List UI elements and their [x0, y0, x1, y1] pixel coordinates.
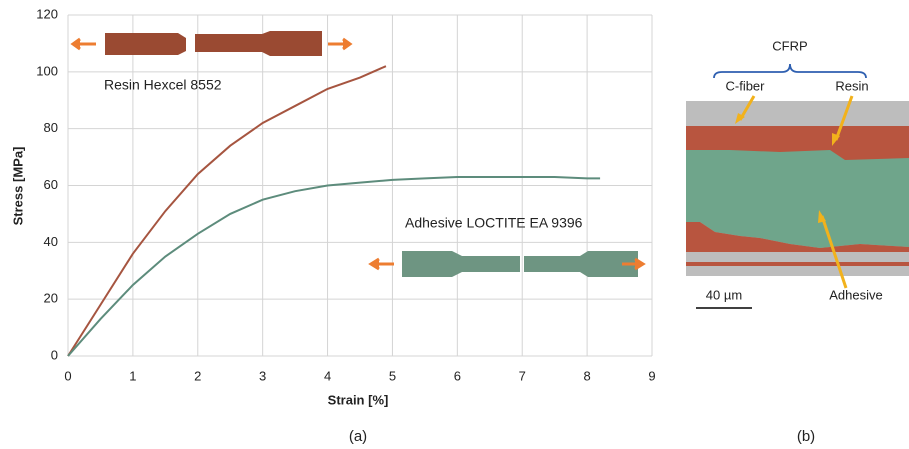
x-tick-label: 6 [454, 368, 461, 383]
adhesive-specimen [368, 251, 646, 277]
series-label: Resin Hexcel 8552 [104, 77, 222, 93]
y-tick-label: 80 [44, 120, 58, 135]
series-line [67, 175, 601, 357]
y-axis-title: Stress [MPa] [10, 147, 25, 226]
y-tick-label: 100 [36, 63, 58, 78]
series-label: Adhesive LOCTITE EA 9396 [405, 215, 583, 231]
y-tick-label: 0 [51, 347, 58, 362]
resin-label: Resin [835, 78, 868, 93]
x-tick-label: 3 [259, 368, 266, 383]
x-tick-label: 9 [648, 368, 655, 383]
y-tick-label: 60 [44, 177, 58, 192]
x-tick-label: 4 [324, 368, 331, 383]
x-tick-label: 8 [583, 368, 590, 383]
x-axis-title: Strain [%] [328, 392, 389, 407]
x-tick-label: 5 [389, 368, 396, 383]
scale-label: 40 µm [706, 287, 742, 302]
group-label: CFRP [772, 38, 807, 53]
y-tick-label: 120 [36, 6, 58, 21]
panel-caption: (b) [797, 428, 815, 445]
y-tick-label: 20 [44, 291, 58, 306]
resin-specimen [70, 31, 353, 56]
y-tick-label: 40 [44, 234, 58, 249]
x-tick-label: 1 [129, 368, 136, 383]
series-line [67, 65, 387, 357]
x-tick-label: 7 [519, 368, 526, 383]
panel-caption: (a) [349, 428, 367, 445]
adhesive-label: Adhesive [829, 287, 882, 302]
micrograph [686, 63, 909, 309]
fiber-label: C-fiber [725, 78, 765, 93]
x-tick-label: 0 [64, 368, 71, 383]
x-tick-label: 2 [194, 368, 201, 383]
